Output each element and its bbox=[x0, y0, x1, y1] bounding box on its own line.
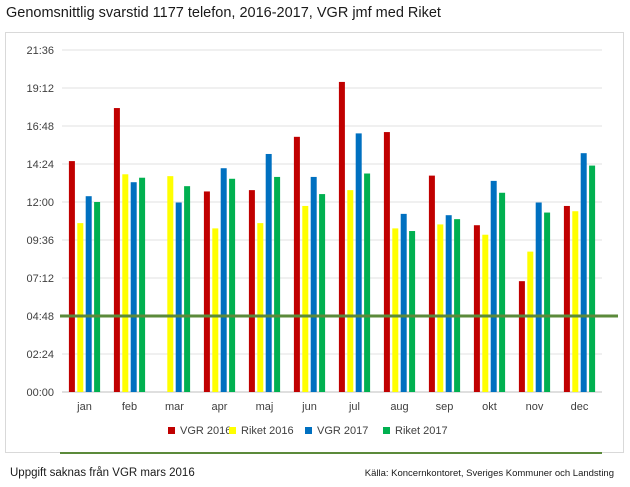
bar-riket-2017 bbox=[409, 231, 416, 392]
bar-riket-2016 bbox=[392, 228, 399, 392]
bar-riket-2016 bbox=[122, 174, 129, 392]
bar-vgr-2016 bbox=[248, 190, 255, 392]
legend-swatch bbox=[305, 427, 312, 434]
bar-vgr-2017 bbox=[175, 202, 182, 392]
chart-area: 00:00 02:24 04:48 07:12 09:36 12:00 14:24 16:48… bbox=[5, 32, 624, 453]
bar-vgr-2017 bbox=[220, 168, 227, 392]
bar-riket-2016 bbox=[302, 205, 309, 392]
x-tick-label: jul bbox=[348, 401, 360, 413]
bar-vgr-2017 bbox=[400, 213, 407, 392]
bar-vgr-2016 bbox=[113, 108, 120, 393]
bar-vgr-2017 bbox=[265, 153, 272, 392]
x-tick-label: jun bbox=[301, 401, 317, 413]
bar-riket-2016 bbox=[257, 223, 264, 392]
divider-line bbox=[60, 452, 602, 454]
bar-vgr-2016 bbox=[68, 161, 75, 392]
y-tick-label: 19:12 bbox=[26, 83, 54, 95]
bar-riket-2017 bbox=[229, 178, 236, 392]
bar-vgr-2016 bbox=[473, 225, 480, 392]
bar-riket-2017 bbox=[589, 165, 596, 392]
x-tick-label: sep bbox=[436, 401, 454, 413]
y-tick-label: 16:48 bbox=[26, 121, 54, 133]
bar-riket-2017 bbox=[274, 176, 281, 392]
bar-vgr-2017 bbox=[310, 176, 317, 392]
bar-riket-2017 bbox=[364, 173, 371, 392]
legend-label: VGR 2016 bbox=[180, 425, 231, 437]
bar-vgr-2016 bbox=[518, 281, 525, 392]
bar-riket-2017 bbox=[94, 202, 101, 392]
bar-vgr-2017 bbox=[85, 196, 92, 392]
bar-vgr-2016 bbox=[293, 136, 300, 392]
bar-riket-2016 bbox=[482, 234, 489, 392]
bar-riket-2016 bbox=[77, 223, 84, 392]
y-tick-label: 02:24 bbox=[26, 349, 54, 361]
bar-vgr-2016 bbox=[203, 191, 210, 392]
legend-label: Riket 2016 bbox=[241, 425, 294, 437]
bar-vgr-2017 bbox=[130, 182, 137, 392]
bar-vgr-2016 bbox=[383, 132, 390, 392]
source-note: Källa: Koncernkontoret, Sveriges Kommune… bbox=[364, 468, 614, 479]
y-tick-label: 04:48 bbox=[26, 311, 54, 323]
bar-vgr-2017 bbox=[445, 215, 452, 392]
bar-riket-2016 bbox=[527, 251, 534, 392]
legend-label: Riket 2017 bbox=[395, 425, 448, 437]
y-tick-label: 07:12 bbox=[26, 273, 54, 285]
bar-riket-2017 bbox=[319, 194, 326, 392]
bar-riket-2016 bbox=[347, 190, 354, 392]
x-tick-label: apr bbox=[212, 401, 228, 413]
legend-swatch bbox=[229, 427, 236, 434]
bar-riket-2017 bbox=[139, 177, 146, 392]
bar-riket-2016 bbox=[572, 211, 579, 392]
bar-riket-2017 bbox=[544, 212, 551, 392]
bar-vgr-2016 bbox=[338, 81, 345, 393]
x-tick-label: jan bbox=[76, 401, 92, 413]
bar-chart: 00:00 02:24 04:48 07:12 09:36 12:00 14:24 16:48… bbox=[26, 45, 618, 437]
y-tick-label: 14:24 bbox=[26, 159, 54, 171]
bar-riket-2016 bbox=[437, 224, 444, 392]
x-tick-label: nov bbox=[526, 401, 544, 413]
chart-title: Genomsnittlig svarstid 1177 telefon, 201… bbox=[6, 5, 441, 21]
missing-data-note: Uppgift saknas från VGR mars 2016 bbox=[10, 467, 195, 479]
bar-riket-2016 bbox=[212, 228, 219, 392]
x-tick-label: feb bbox=[122, 401, 137, 413]
x-tick-label: aug bbox=[390, 401, 408, 413]
bar-vgr-2016 bbox=[563, 205, 570, 392]
x-tick-label: maj bbox=[256, 401, 274, 413]
bar-riket-2016 bbox=[167, 176, 174, 392]
legend-swatch bbox=[168, 427, 175, 434]
bar-vgr-2017 bbox=[535, 202, 542, 392]
bar-vgr-2017 bbox=[490, 180, 497, 392]
bar-vgr-2016 bbox=[428, 175, 435, 392]
legend-label: VGR 2017 bbox=[317, 425, 368, 437]
bar-riket-2017 bbox=[184, 186, 191, 392]
x-tick-label: dec bbox=[571, 401, 589, 413]
bar-riket-2017 bbox=[454, 219, 461, 392]
bar-vgr-2017 bbox=[580, 153, 587, 392]
bar-vgr-2017 bbox=[355, 133, 362, 392]
x-tick-label: mar bbox=[165, 401, 184, 413]
legend-swatch bbox=[383, 427, 390, 434]
y-tick-label: 09:36 bbox=[26, 235, 54, 247]
y-tick-label: 12:00 bbox=[26, 197, 54, 209]
bar-riket-2017 bbox=[499, 192, 506, 392]
x-tick-label: okt bbox=[482, 401, 497, 413]
y-tick-label: 00:00 bbox=[26, 387, 54, 399]
y-tick-label: 21:36 bbox=[26, 45, 54, 57]
